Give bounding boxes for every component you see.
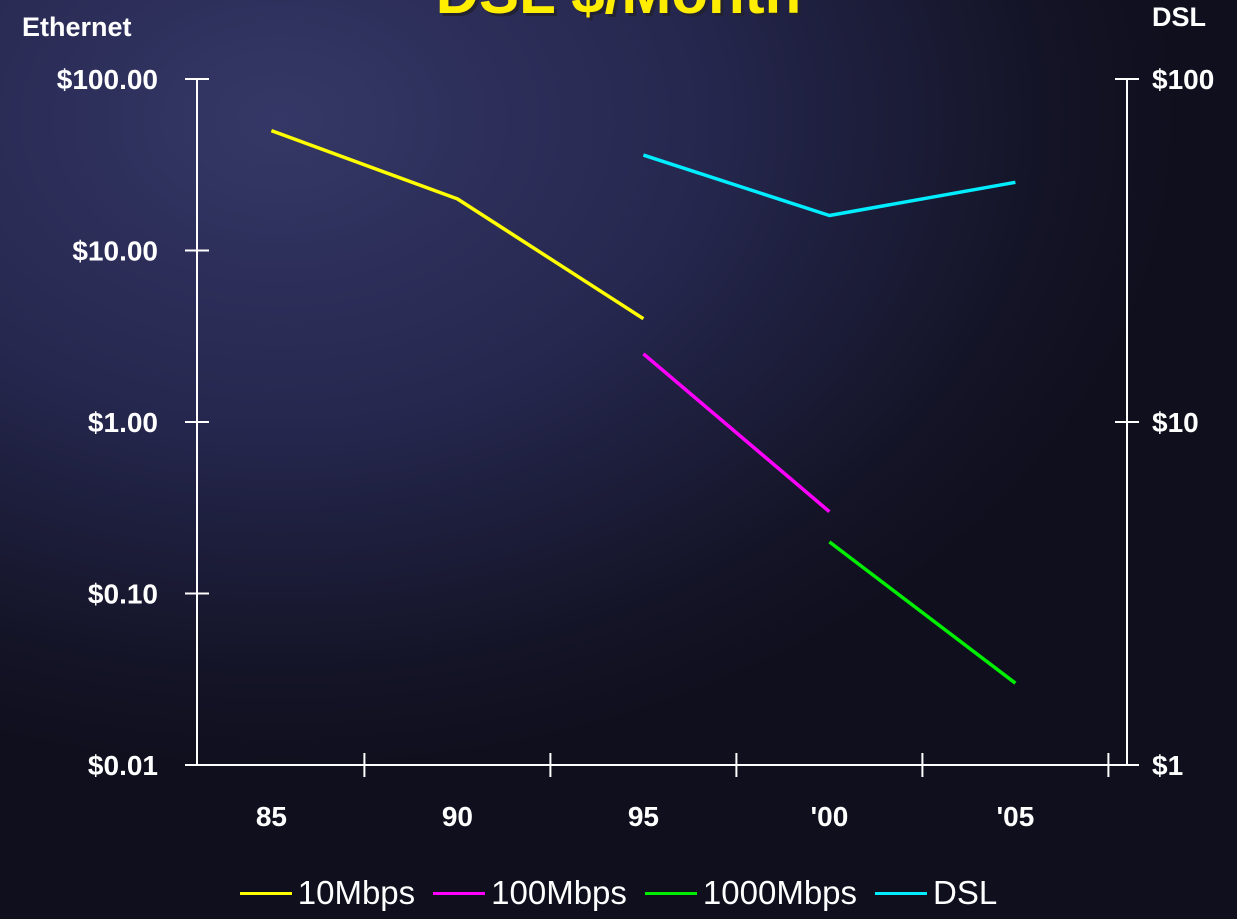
left-tick-label: $100.00 (57, 64, 158, 95)
series-line-dsl (642, 153, 1016, 218)
right-tick-label: $1 (1152, 750, 1183, 781)
series-line-1000mbps (828, 540, 1017, 685)
legend-label: 10Mbps (297, 874, 416, 911)
legend-label: 100Mbps (491, 874, 627, 911)
legend-swatch (644, 891, 697, 895)
x-tick-label: 90 (442, 801, 473, 832)
series-line-100mbps (642, 352, 831, 514)
left-tick-label: $1.00 (88, 407, 158, 438)
legend: 10Mbps 100Mbps 1000Mbps DSL (0, 868, 1237, 918)
legend-swatch (239, 891, 292, 895)
legend-item-1000mbps: 1000Mbps (644, 874, 858, 912)
series-line-10mbps (270, 128, 645, 321)
left-tick-label: $0.01 (88, 750, 158, 781)
legend-label: 1000Mbps (702, 874, 858, 911)
right-tick-label: $10 (1152, 407, 1199, 438)
legend-label: DSL (933, 874, 998, 911)
x-tick-label: 95 (628, 801, 659, 832)
legend-swatch (433, 891, 486, 895)
x-tick-label: 85 (256, 801, 287, 832)
right-axis-title: DSL (1152, 2, 1206, 32)
left-tick-label: $10.00 (72, 236, 158, 267)
chart-title: DSL $/Month (0, 0, 1237, 27)
right-tick-label: $100 (1152, 64, 1214, 95)
x-tick-label: '05 (996, 801, 1034, 832)
x-tick-label: '00 (810, 801, 848, 832)
legend-item-100mbps: 100Mbps (433, 874, 627, 912)
left-axis-title: Ethernet (22, 12, 132, 42)
legend-item-10mbps: 10Mbps (239, 874, 416, 912)
left-tick-label: $0.10 (88, 579, 158, 610)
legend-swatch (875, 891, 928, 895)
legend-item-dsl: DSL (875, 874, 997, 912)
